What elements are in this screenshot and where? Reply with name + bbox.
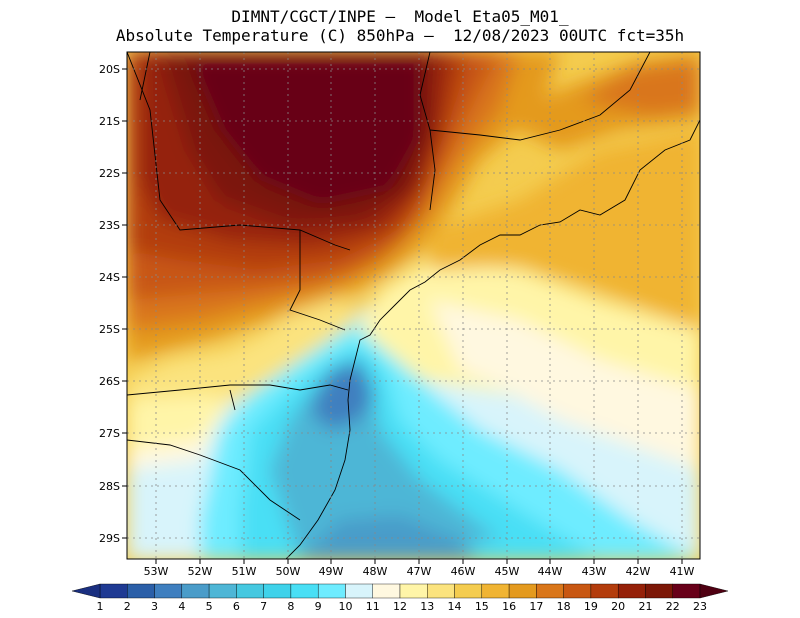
lon-label: 45W xyxy=(495,565,520,578)
lat-lon-grid xyxy=(127,52,700,559)
legend-label: 11 xyxy=(366,600,380,613)
legend-label: 9 xyxy=(315,600,322,613)
legend-swatch xyxy=(236,583,264,599)
lat-label: 23S xyxy=(99,219,120,232)
lat-label: 22S xyxy=(99,167,120,180)
map-frame xyxy=(126,51,701,560)
legend-swatch xyxy=(345,583,373,599)
lon-label: 50W xyxy=(276,565,301,578)
legend-swatch xyxy=(154,583,183,599)
lon-label: 48W xyxy=(363,565,388,578)
legend-swatch xyxy=(536,583,564,599)
legend-label: 2 xyxy=(124,600,131,613)
lat-label: 20S xyxy=(99,63,120,76)
lat-label: 25S xyxy=(99,323,120,336)
lat-label: 21S xyxy=(99,115,120,128)
lat-label: 27S xyxy=(99,427,120,440)
legend-label: 16 xyxy=(502,600,516,613)
legend-label: 5 xyxy=(206,600,213,613)
legend-swatch xyxy=(399,583,428,599)
legend-label: 17 xyxy=(529,600,543,613)
axis-ticks xyxy=(122,68,683,564)
coastline-and-borders xyxy=(127,52,700,559)
lat-label: 24S xyxy=(99,271,120,284)
lon-label: 51W xyxy=(232,565,257,578)
legend-swatch xyxy=(427,583,455,599)
temperature-field xyxy=(127,52,700,559)
lon-label: 44W xyxy=(538,565,563,578)
legend-label: 15 xyxy=(475,600,489,613)
legend-label: 23 xyxy=(693,600,707,613)
title-line-1: DIMNT/CGCT/INPE — Model Eta05_M01_ xyxy=(231,7,569,26)
color-legend: 1 2 3 4 5 6 7 8 9 10 11 12 13 14 15 16 1… xyxy=(71,583,729,613)
legend-swatch xyxy=(290,583,319,599)
lon-label: 46W xyxy=(451,565,476,578)
lat-label: 29S xyxy=(99,532,120,545)
legend-label: 20 xyxy=(611,600,625,613)
legend-swatch xyxy=(508,583,537,599)
legend-swatch xyxy=(208,583,237,599)
legend-label: 6 xyxy=(233,600,240,613)
legend-swatch xyxy=(99,583,128,599)
lat-label: 26S xyxy=(99,375,120,388)
lon-label: 52W xyxy=(188,565,213,578)
legend-label: 22 xyxy=(666,600,680,613)
lon-label: 49W xyxy=(319,565,344,578)
lon-label: 41W xyxy=(670,565,695,578)
legend-label: 7 xyxy=(260,600,267,613)
lon-label: 47W xyxy=(407,565,432,578)
lon-label: 42W xyxy=(626,565,651,578)
legend-label: 12 xyxy=(393,600,407,613)
legend-label: 19 xyxy=(584,600,598,613)
legend-swatch xyxy=(617,583,646,599)
legend-label: 4 xyxy=(178,600,185,613)
legend-label: 21 xyxy=(638,600,652,613)
lat-label: 28S xyxy=(99,480,120,493)
legend-swatch xyxy=(454,583,483,599)
legend-label: 1 xyxy=(97,600,104,613)
lon-label: 53W xyxy=(144,565,169,578)
legend-label: 8 xyxy=(287,600,294,613)
legend-label: 14 xyxy=(448,600,462,613)
longitude-labels: 53W 52W 51W 50W 49W 48W 47W 46W 45W 44W … xyxy=(144,565,695,578)
legend-swatch xyxy=(263,583,292,599)
legend-label: 13 xyxy=(420,600,434,613)
legend-swatch xyxy=(372,583,401,599)
legend-swatch xyxy=(317,583,346,599)
legend-swatch xyxy=(672,583,701,599)
legend-swatch xyxy=(563,583,592,599)
latitude-labels: 20S 21S 22S 23S 24S 25S 26S 27S 28S 29S xyxy=(99,63,120,545)
legend-swatch xyxy=(127,583,155,599)
lon-label: 43W xyxy=(582,565,607,578)
legend-min-arrow xyxy=(71,583,101,599)
legend-swatch xyxy=(590,583,619,599)
legend-swatch xyxy=(645,583,673,599)
legend-label: 3 xyxy=(151,600,158,613)
legend-swatch xyxy=(481,583,510,599)
legend-label: 18 xyxy=(557,600,571,613)
legend-swatch xyxy=(181,583,210,599)
legend-label: 10 xyxy=(338,600,352,613)
legend-max-arrow xyxy=(699,583,729,599)
title-line-2: Absolute Temperature (C) 850hPa — 12/08/… xyxy=(115,26,685,45)
